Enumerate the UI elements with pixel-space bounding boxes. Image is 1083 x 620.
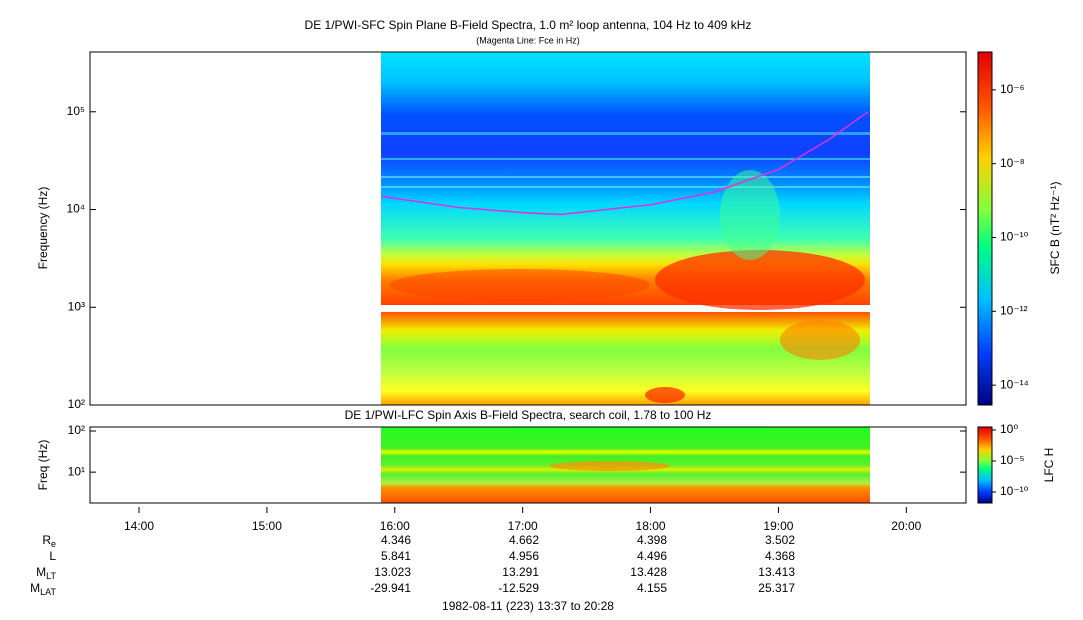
colorbar-tick-label: 10⁻⁵ xyxy=(1000,453,1025,467)
colorbar-tick-label: 10⁻¹⁰ xyxy=(1000,484,1029,498)
ephemeris-label: L xyxy=(49,549,56,563)
ephemeris-label-main: R xyxy=(42,533,51,547)
ephemeris-value: -12.529 xyxy=(498,581,539,595)
chart-subtitle: (Magenta Line: Fce in Hz) xyxy=(476,35,580,45)
spectral-line xyxy=(381,186,870,188)
fce-line xyxy=(381,111,869,216)
ephemeris-label-sub: e xyxy=(51,539,56,549)
colorbar-tick-label: 10⁻⁶ xyxy=(1000,82,1025,96)
footer: 1982-08-11 (223) 13:37 to 20:28 xyxy=(442,599,614,613)
ephemeris-value: 4.155 xyxy=(637,581,667,595)
ephemeris-value: 4.398 xyxy=(637,533,667,547)
colorbar xyxy=(977,426,993,504)
colorbar xyxy=(977,51,993,406)
y-axis-label: Freq (Hz) xyxy=(36,440,50,491)
colorbar-label: SFC B (nT² Hz⁻¹) xyxy=(1048,182,1062,275)
x-tick-label: 17:00 xyxy=(508,519,538,533)
chart-title: DE 1/PWI-SFC Spin Plane B-Field Spectra,… xyxy=(305,18,752,32)
chart-title: DE 1/PWI-LFC Spin Axis B-Field Spectra, … xyxy=(345,408,712,422)
ephemeris-value: 4.956 xyxy=(509,549,539,563)
x-tick-label: 16:00 xyxy=(380,519,410,533)
colorbar-tick-label: 10⁻¹² xyxy=(1000,304,1028,318)
ephemeris-value: -29.941 xyxy=(370,581,411,595)
ephemeris-value: 4.662 xyxy=(509,533,539,547)
ephemeris-value: 13.428 xyxy=(630,565,667,579)
spectral-line xyxy=(381,132,870,135)
ephemeris-label: Re xyxy=(42,533,56,549)
x-tick-label: 20:00 xyxy=(891,519,921,533)
y-tick-label: 10⁴ xyxy=(66,202,85,216)
ephemeris-label: MLT xyxy=(36,565,56,581)
x-tick-label: 18:00 xyxy=(636,519,666,533)
ephemeris-value: 3.502 xyxy=(765,533,795,547)
colorbar-label: LFC H xyxy=(1042,448,1056,483)
ephemeris-value: 4.368 xyxy=(765,549,795,563)
emission-blob xyxy=(780,320,860,360)
ephemeris-value: 13.413 xyxy=(758,565,795,579)
x-tick-label: 19:00 xyxy=(763,519,793,533)
colorbar-tick-label: 10⁻¹⁰ xyxy=(1000,230,1029,244)
colorbar-tick-label: 10⁰ xyxy=(1000,422,1018,436)
y-tick-label: 10⁵ xyxy=(67,104,85,118)
colorbar-tick-label: 10⁻⁸ xyxy=(1000,156,1025,170)
y-tick-label: 10³ xyxy=(68,299,85,313)
ephemeris-value: 4.496 xyxy=(637,549,667,563)
spectrogram-lower xyxy=(381,312,870,405)
plot-frame xyxy=(89,51,967,406)
ephemeris-label-main: M xyxy=(36,565,46,579)
ephemeris-label-sub: LT xyxy=(46,571,56,581)
y-tick-label: 10² xyxy=(68,397,85,411)
emission-blob xyxy=(390,269,650,301)
ephemeris-value: 13.291 xyxy=(502,565,539,579)
ephemeris-label: MLAT xyxy=(30,581,56,597)
ephemeris-label-sub: LAT xyxy=(40,587,56,597)
emission-blob xyxy=(645,387,685,403)
ephemeris-value: 13.023 xyxy=(374,565,411,579)
x-tick-label: 14:00 xyxy=(124,519,154,533)
y-tick-label: 10² xyxy=(68,423,85,437)
ephemeris-label-main: L xyxy=(49,549,56,563)
ephemeris-value: 5.841 xyxy=(381,549,411,563)
ephemeris-value: 4.346 xyxy=(381,533,411,547)
x-tick-label: 15:00 xyxy=(252,519,282,533)
ephemeris-value: 25.317 xyxy=(758,581,795,595)
plot-frame xyxy=(89,426,967,504)
y-tick-label: 10¹ xyxy=(68,464,85,478)
ephemeris-label-main: M xyxy=(30,581,40,595)
emission-blob xyxy=(720,170,780,260)
y-axis-label: Frequency (Hz) xyxy=(36,187,50,270)
colorbar-tick-label: 10⁻¹⁴ xyxy=(1000,377,1029,391)
spectral-line xyxy=(381,158,870,160)
emission-blob xyxy=(550,461,670,471)
emission-blob xyxy=(655,250,865,310)
spectral-line xyxy=(381,176,870,178)
